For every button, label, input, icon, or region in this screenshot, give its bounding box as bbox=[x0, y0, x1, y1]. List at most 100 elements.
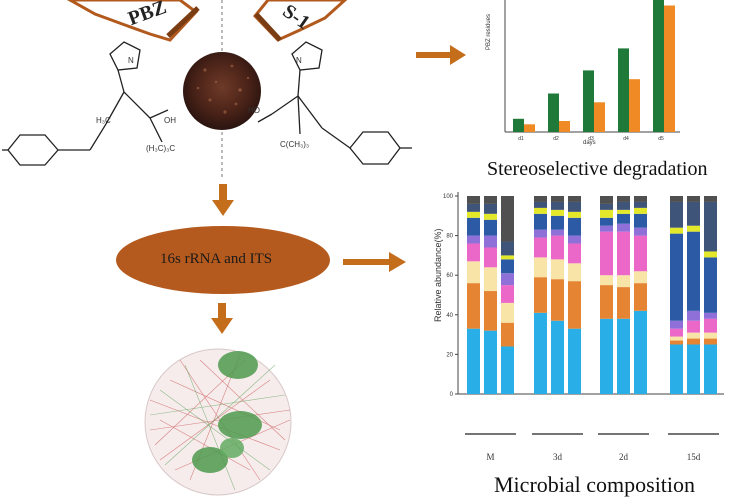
stacked-segment bbox=[568, 281, 581, 329]
bar bbox=[629, 79, 640, 132]
left-oh: OH bbox=[164, 116, 176, 125]
stacked-segment bbox=[600, 203, 613, 210]
stacked-segment bbox=[634, 235, 647, 272]
chart2-y-tick-label: 100 bbox=[443, 194, 454, 200]
stacked-segment bbox=[617, 201, 630, 210]
stacked-segment bbox=[704, 201, 717, 252]
stacked-segment bbox=[600, 225, 613, 232]
chart1-tick-label: d1 bbox=[518, 136, 524, 142]
chart2-ylabel: Relative abundance(%) bbox=[433, 228, 443, 322]
sequencing-label: 16s rRNA and ITS bbox=[160, 251, 273, 267]
stacked-segment bbox=[617, 287, 630, 319]
chart1-tick-label: d4 bbox=[623, 136, 629, 142]
stacked-segment bbox=[634, 207, 647, 214]
stacked-segment bbox=[670, 336, 683, 341]
stacked-segment bbox=[687, 231, 700, 311]
stacked-segment bbox=[634, 196, 647, 202]
stacked-segment bbox=[568, 201, 581, 212]
stacked-segment bbox=[600, 196, 613, 204]
chart1-ylabel: PBZ residues bbox=[486, 13, 492, 50]
stacked-segment bbox=[534, 312, 547, 394]
right-oh: HO bbox=[248, 106, 260, 115]
group-label: 2d bbox=[619, 452, 629, 462]
stacked-segment bbox=[634, 213, 647, 228]
stacked-segment bbox=[467, 196, 480, 204]
stacked-segment bbox=[501, 322, 514, 347]
stacked-segment bbox=[600, 209, 613, 218]
stacked-segment bbox=[704, 196, 717, 202]
right-n: N bbox=[296, 56, 302, 65]
stacked-segment bbox=[534, 207, 547, 214]
degradation-bar-chart: d1 d2 d3 d4 d5 bbox=[504, 0, 680, 142]
stacked-segment bbox=[484, 291, 497, 331]
stacked-segment bbox=[634, 283, 647, 311]
bar bbox=[548, 93, 559, 132]
stacked-segment bbox=[687, 225, 700, 232]
stacked-segment bbox=[670, 340, 683, 345]
stacked-segment bbox=[568, 235, 581, 244]
right-tbutyl: C(CH₃)₃ bbox=[280, 140, 310, 149]
stacked-segment bbox=[551, 196, 564, 202]
stacked-segment bbox=[467, 211, 480, 218]
stacked-segment bbox=[467, 217, 480, 236]
arrow-down-1 bbox=[212, 184, 234, 216]
stacked-segment bbox=[687, 320, 700, 333]
left-n: N bbox=[128, 56, 134, 65]
left-tbutyl: (H₃C)₃C bbox=[146, 144, 176, 153]
group-label: 3d bbox=[553, 452, 563, 462]
stacked-segment bbox=[617, 275, 630, 288]
molecule-left bbox=[2, 41, 169, 166]
group-label: 15d bbox=[687, 452, 701, 462]
arrow-right-top bbox=[416, 45, 466, 65]
stacked-segment bbox=[501, 196, 514, 242]
stacked-segment bbox=[484, 247, 497, 268]
stacked-segment bbox=[687, 344, 700, 394]
stacked-segment bbox=[534, 257, 547, 278]
stacked-segment bbox=[501, 273, 514, 286]
chart1-xlabel: days bbox=[583, 140, 596, 146]
stacked-segment bbox=[600, 318, 613, 394]
stacked-segment bbox=[484, 267, 497, 292]
stacked-segment bbox=[687, 201, 700, 226]
stacked-segment bbox=[687, 196, 700, 202]
degradation-caption: Stereoselective degradation bbox=[487, 158, 708, 180]
stacked-segment bbox=[534, 196, 547, 202]
stacked-segment bbox=[551, 209, 564, 216]
stacked-segment bbox=[551, 215, 564, 230]
chart2-y-tick-label: 60 bbox=[446, 273, 453, 279]
left-h3c: H₃C bbox=[96, 116, 111, 125]
stacked-segment bbox=[704, 318, 717, 333]
stacked-segment bbox=[501, 259, 514, 274]
stacked-segment bbox=[568, 211, 581, 218]
stacked-segment bbox=[670, 320, 683, 329]
stacked-segment bbox=[634, 227, 647, 236]
stacked-segment bbox=[670, 227, 683, 234]
stacked-segment bbox=[467, 203, 480, 212]
stacked-segment bbox=[704, 251, 717, 258]
stacked-segment bbox=[501, 241, 514, 256]
bar bbox=[513, 118, 524, 132]
bar bbox=[583, 70, 594, 132]
stacked-segment bbox=[534, 201, 547, 208]
stacked-segment bbox=[600, 285, 613, 319]
stacked-segment bbox=[484, 330, 497, 394]
stacked-segment bbox=[617, 223, 630, 232]
sequencing-ellipse bbox=[116, 226, 330, 294]
stacked-segment bbox=[600, 231, 613, 276]
stacked-segment bbox=[634, 201, 647, 208]
stacked-segment bbox=[501, 302, 514, 323]
bar bbox=[559, 121, 570, 132]
stacked-segment bbox=[670, 328, 683, 337]
stacked-segment bbox=[501, 346, 514, 394]
stacked-segment bbox=[551, 279, 564, 321]
stacked-segment bbox=[600, 217, 613, 226]
stacked-segment bbox=[704, 338, 717, 345]
stacked-segment bbox=[551, 201, 564, 210]
stacked-segment bbox=[634, 271, 647, 284]
stacked-segment bbox=[534, 277, 547, 313]
bar bbox=[618, 48, 629, 132]
stacked-segment bbox=[670, 201, 683, 228]
group-label: M bbox=[486, 452, 494, 462]
stacked-segment bbox=[704, 332, 717, 339]
